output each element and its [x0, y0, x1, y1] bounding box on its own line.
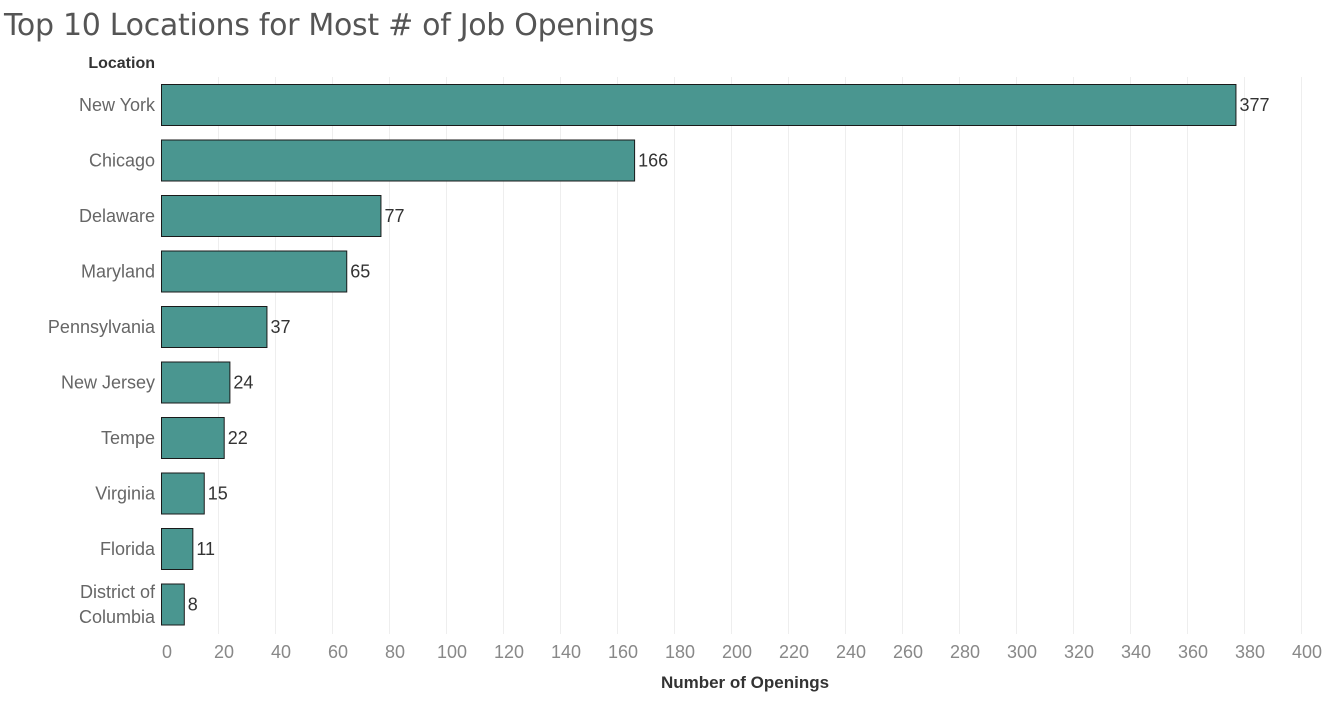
bar-8 [161, 472, 205, 515]
bar-4 [161, 250, 348, 293]
x-tick-label-80: 80 [385, 642, 405, 662]
x-tick-label-400: 400 [1292, 642, 1322, 662]
x-tick-label-260: 260 [893, 642, 923, 662]
x-tick-label-40: 40 [271, 642, 291, 662]
category-label-5: Pennsylvania [48, 317, 156, 337]
x-tick-label-180: 180 [665, 642, 695, 662]
category-label-1: New York [79, 95, 156, 115]
data-label-3: 77 [384, 206, 404, 226]
row-header-location: Location [88, 55, 155, 72]
category-label-6: New Jersey [61, 373, 155, 393]
chart-title: Top 10 Locations for Most # of Job Openi… [4, 8, 655, 43]
data-label-10: 8 [188, 595, 198, 615]
x-tick-label-340: 340 [1121, 642, 1151, 662]
x-tick-label-120: 120 [494, 642, 524, 662]
category-label-2: Chicago [89, 151, 155, 171]
data-label-8: 15 [208, 484, 228, 504]
data-label-6: 24 [233, 373, 253, 393]
x-tick-label-280: 280 [950, 642, 980, 662]
bar-2 [161, 139, 636, 182]
data-label-2: 166 [638, 151, 668, 171]
bar-9 [161, 528, 194, 570]
category-label-10-line-2: Columbia [79, 607, 156, 627]
category-label-4: Maryland [81, 262, 155, 282]
x-tick-label-300: 300 [1007, 642, 1037, 662]
bar-1 [161, 84, 1237, 126]
data-label-1: 377 [1239, 95, 1269, 115]
x-tick-label-360: 360 [1178, 642, 1208, 662]
x-tick-label-0: 0 [162, 642, 172, 662]
bar-3 [161, 195, 382, 237]
x-axis-title: Number of Openings [660, 673, 830, 692]
x-tick-label-380: 380 [1235, 642, 1265, 662]
data-label-9: 11 [196, 539, 215, 559]
x-tick-label-140: 140 [551, 642, 581, 662]
data-label-7: 22 [228, 428, 248, 448]
x-tick-label-220: 220 [779, 642, 809, 662]
x-tick-label-240: 240 [836, 642, 866, 662]
category-label-10-line-1: District of [80, 582, 156, 602]
data-label-5: 37 [270, 317, 290, 337]
x-tick-label-320: 320 [1064, 642, 1094, 662]
x-tick-label-100: 100 [437, 642, 467, 662]
bar-7 [161, 417, 225, 459]
x-tick-label-160: 160 [608, 642, 638, 662]
category-label-7: Tempe [101, 428, 155, 448]
data-label-4: 65 [350, 262, 370, 282]
x-tick-label-200: 200 [722, 642, 752, 662]
bar-10 [161, 583, 185, 626]
category-label-3: Delaware [79, 206, 155, 226]
x-tick-label-20: 20 [214, 642, 234, 662]
category-label-8: Virginia [95, 484, 156, 504]
category-label-9: Florida [100, 539, 156, 559]
x-tick-label-60: 60 [328, 642, 348, 662]
bar-6 [161, 361, 231, 404]
bar-5 [161, 306, 268, 348]
